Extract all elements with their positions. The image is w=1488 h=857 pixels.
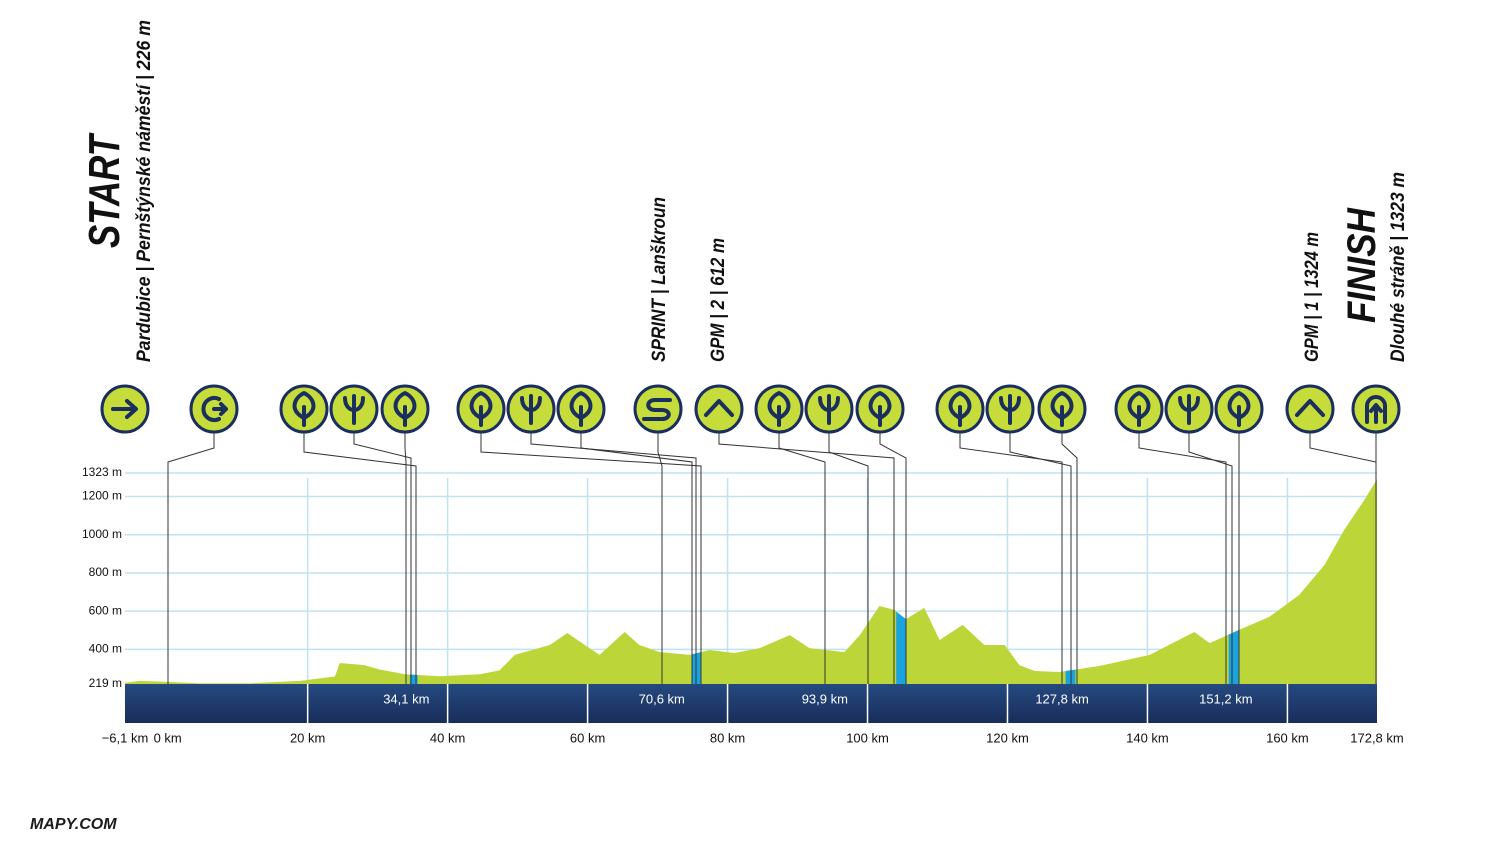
icon-glyph bbox=[292, 391, 316, 427]
x-tick-label: 0 km bbox=[154, 730, 182, 745]
icon bbox=[694, 384, 744, 434]
x-tick-label: 40 km bbox=[430, 730, 465, 745]
icon-glyph bbox=[201, 396, 228, 422]
distance-band bbox=[125, 684, 1377, 723]
elevation-area bbox=[125, 479, 1377, 684]
leader-line bbox=[718, 432, 895, 684]
leader-line bbox=[353, 432, 412, 684]
x-tick-label: 140 km bbox=[1126, 730, 1169, 745]
finish-label: FINISH bbox=[1340, 207, 1384, 323]
icon-glyph bbox=[343, 394, 365, 425]
leader-line bbox=[879, 432, 907, 684]
icon-glyph bbox=[818, 394, 840, 425]
leader-line bbox=[657, 432, 663, 684]
x-tick-label: 20 km bbox=[290, 730, 325, 745]
y-tick-label: 800 m bbox=[89, 565, 122, 579]
leader-line bbox=[1009, 432, 1072, 684]
leader-line bbox=[1188, 432, 1233, 684]
icon-glyph bbox=[569, 391, 593, 427]
icon-glyph bbox=[520, 394, 542, 425]
highlight-segment bbox=[1065, 669, 1076, 684]
x-tick-label: 80 km bbox=[710, 730, 745, 745]
distance-marker: 34,1 km bbox=[383, 691, 429, 706]
y-tick-label: 1200 m bbox=[82, 489, 122, 503]
icon-glyph bbox=[999, 394, 1021, 425]
icon bbox=[1285, 384, 1335, 434]
y-tick-label: 219 m bbox=[89, 676, 122, 690]
x-tick-label: 120 km bbox=[986, 730, 1029, 745]
leader-line bbox=[167, 432, 215, 684]
start-label: START bbox=[80, 133, 129, 248]
leader-line bbox=[959, 432, 1063, 684]
leader-line bbox=[1061, 432, 1078, 684]
x-tick-label: −6,1 km bbox=[102, 730, 149, 745]
icon-glyph bbox=[1050, 391, 1074, 427]
x-tick-label: 60 km bbox=[570, 730, 605, 745]
leader-line bbox=[778, 432, 826, 684]
icon-glyph bbox=[948, 391, 972, 427]
icon-glyph bbox=[1365, 395, 1387, 424]
distance-marker: 70,6 km bbox=[639, 691, 685, 706]
icon-glyph bbox=[642, 398, 672, 421]
leader-line bbox=[303, 432, 417, 684]
icon-glyph bbox=[1127, 391, 1151, 427]
icon-glyph bbox=[1227, 391, 1251, 427]
sprint-label: SPRINT | Lanškroun bbox=[649, 197, 670, 362]
highlight-segment bbox=[1228, 629, 1240, 684]
annotations: START Pardubice | Pernštýnské náměstí | … bbox=[80, 20, 1409, 362]
leader-line bbox=[530, 432, 697, 684]
leader-line bbox=[480, 432, 702, 684]
distance-marker: 93,9 km bbox=[802, 691, 848, 706]
distance-marker: 127,8 km bbox=[1035, 691, 1088, 706]
icon-glyph bbox=[469, 391, 493, 427]
icon-glyph bbox=[704, 399, 734, 417]
gpm-label: GPM | 2 | 612 m bbox=[708, 238, 729, 362]
leader-line bbox=[580, 432, 693, 684]
leader-line bbox=[1138, 432, 1227, 684]
logo: MAPY.COM bbox=[30, 816, 117, 833]
y-tick-label: 1000 m bbox=[82, 527, 122, 541]
start-place: Pardubice | Pernštýnské náměstí | 226 m bbox=[134, 20, 155, 362]
icon-glyph bbox=[393, 391, 417, 427]
y-tick-label: 600 m bbox=[89, 603, 122, 617]
distance-marker: 151,2 km bbox=[1199, 691, 1252, 706]
icon-glyph bbox=[767, 391, 791, 427]
x-tick-label: 160 km bbox=[1266, 730, 1309, 745]
x-tick-label: 172,8 km bbox=[1350, 730, 1403, 745]
leader-line bbox=[828, 432, 869, 684]
icon-glyph bbox=[868, 391, 892, 427]
gpm-label: GPM | 1 | 1324 m bbox=[1302, 232, 1323, 362]
leader-line bbox=[404, 432, 407, 684]
y-tick-label: 400 m bbox=[89, 642, 122, 656]
icon-glyph bbox=[111, 399, 138, 419]
x-tick-label: 100 km bbox=[846, 730, 889, 745]
icon-glyph bbox=[1295, 399, 1325, 417]
y-tick-label: 1323 m bbox=[82, 465, 122, 479]
finish-place: Dlouhé stráně | 1323 m bbox=[1388, 172, 1409, 362]
icon-glyph bbox=[1178, 394, 1200, 425]
highlight-segment bbox=[896, 611, 907, 684]
